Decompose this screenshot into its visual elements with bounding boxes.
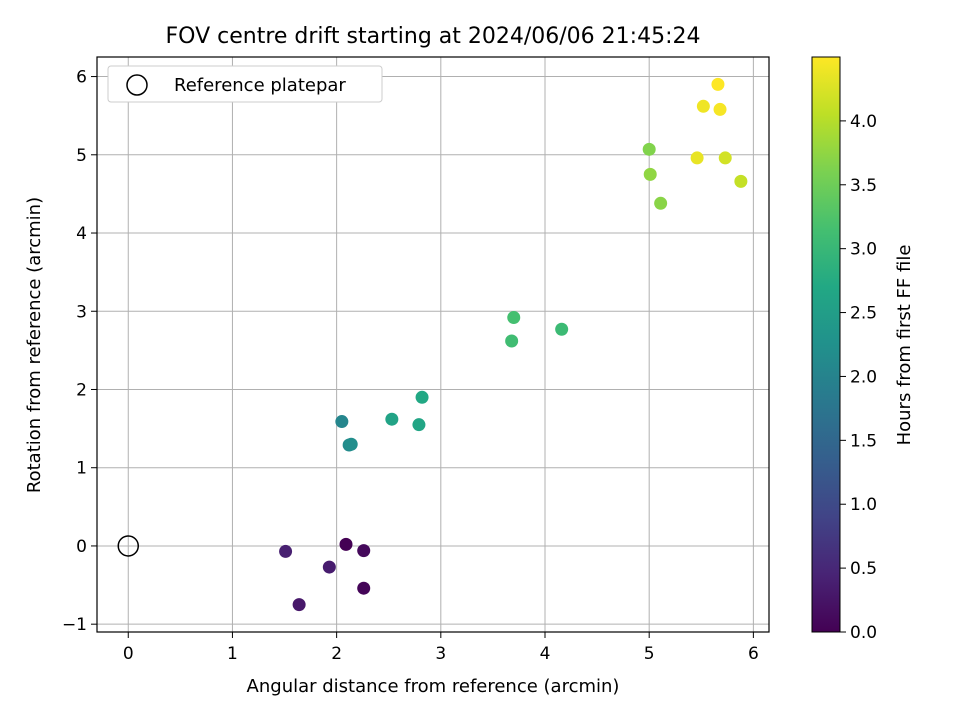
data-point [507, 311, 521, 325]
data-point [335, 415, 349, 429]
x-tick-label: 1 [227, 644, 238, 664]
data-point [555, 322, 569, 336]
colorbar-gradient [811, 56, 841, 633]
colorbar-tick-label: 4.0 [850, 112, 877, 132]
data-point [713, 102, 727, 116]
data-point [344, 437, 358, 451]
y-tick-label: −1 [62, 615, 87, 635]
data-point [412, 418, 426, 432]
data-point [654, 196, 668, 210]
colorbar-ticks: 0.0 0.5 1.0 1.5 2.0 2.5 3.0 3.5 4.0 [840, 112, 877, 643]
colorbar: 0.0 0.5 1.0 1.5 2.0 2.5 3.0 3.5 4.0 Hours from f… [811, 56, 915, 643]
data-points [279, 77, 748, 612]
colorbar-tick-label: 0.5 [850, 559, 877, 579]
data-point [322, 560, 336, 574]
x-tick-label: 4 [540, 644, 551, 664]
colorbar-tick-label: 0.0 [850, 623, 877, 643]
x-axis-label: Angular distance from reference (arcmin) [247, 676, 620, 697]
data-point [385, 412, 399, 426]
reference-marker [117, 535, 140, 557]
x-tick-label: 0 [123, 644, 134, 664]
data-point [642, 142, 656, 156]
data-point [279, 544, 293, 558]
y-tick-label: 0 [76, 537, 87, 557]
y-axis-ticks: −1 0 1 2 3 4 5 6 [62, 68, 97, 635]
data-point [696, 99, 710, 113]
y-tick-label: 3 [76, 302, 87, 322]
data-point [734, 174, 748, 188]
data-point [711, 77, 725, 91]
x-tick-label: 3 [435, 644, 446, 664]
x-axis-ticks: 0 1 2 3 4 5 6 [123, 632, 759, 664]
chart-title: FOV centre drift starting at 2024/06/06 … [166, 24, 701, 49]
y-tick-label: 6 [76, 68, 87, 88]
data-point [690, 151, 704, 165]
data-point [415, 390, 429, 404]
colorbar-tick-label: 3.0 [850, 240, 877, 260]
legend: Reference platepar [107, 65, 383, 103]
data-point [357, 544, 371, 558]
data-point [643, 167, 657, 181]
x-tick-label: 6 [748, 644, 759, 664]
x-tick-label: 2 [331, 644, 342, 664]
grid [97, 57, 769, 632]
y-axis-label: Rotation from reference (arcmin) [24, 197, 45, 493]
colorbar-tick-label: 1.0 [850, 495, 877, 515]
y-tick-label: 5 [76, 146, 87, 166]
colorbar-label: Hours from first FF file [894, 245, 915, 446]
colorbar-tick-label: 2.0 [850, 367, 877, 387]
data-point [718, 151, 732, 165]
legend-marker-icon [126, 74, 148, 96]
reference-point-marker [117, 535, 140, 557]
y-tick-label: 2 [76, 380, 87, 400]
x-tick-label: 5 [644, 644, 655, 664]
plot-frame [96, 56, 770, 633]
legend-label: Reference platepar [174, 75, 346, 96]
data-point [505, 334, 519, 348]
y-tick-label: 1 [76, 459, 87, 479]
colorbar-tick-label: 2.5 [850, 304, 877, 324]
colorbar-tick-label: 1.5 [850, 431, 877, 451]
data-point [292, 598, 306, 612]
y-tick-label: 4 [76, 224, 87, 244]
legend-box [107, 65, 383, 103]
colorbar-tick-label: 3.5 [850, 176, 877, 196]
data-point [357, 581, 371, 595]
data-point [339, 537, 353, 551]
